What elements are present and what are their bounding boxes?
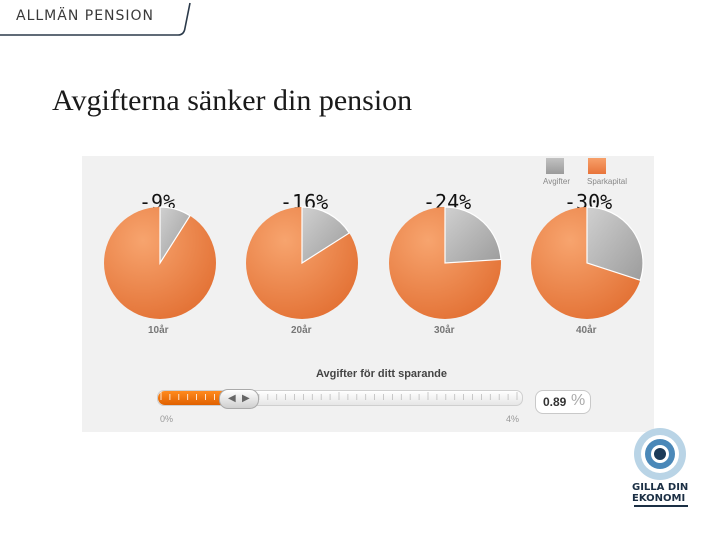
slider-max-label: 4% [506,414,520,424]
pie-chart-10-years [104,206,216,319]
pie-1-age-label: 10år [148,325,169,336]
logo-line-1: GILLA DIN [632,482,689,493]
right-arrow-icon: ▶ [242,393,250,404]
fee-value-field[interactable]: 0.89 % [535,390,591,414]
pie-chart-20-years [246,206,358,319]
left-arrow-icon: ◀ [228,393,236,404]
fee-slider-handle[interactable]: ◀ ▶ [219,389,259,409]
fee-slider-fill [158,391,239,405]
slider-min-label: 0% [160,414,174,424]
pie-chart-30-years [389,206,502,319]
logo-text: GILLA DIN EKONOMI [632,482,688,504]
fee-slice [301,206,351,265]
brand-divider [0,2,191,36]
legend-capital-swatch [588,158,606,174]
pie-3-age-label: 30år [434,325,455,336]
legend-capital-label: Sparkapital [587,177,628,186]
slide-title: Avgifterna sänker din pension [52,84,413,117]
slider-title: Avgifter för ditt sparande [316,368,447,380]
fee-slice [444,206,502,264]
fee-unit: % [571,392,586,409]
legend-fees-swatch [546,158,564,174]
fee-value: 0.89 [543,395,567,409]
gilla-din-ekonomi-logo [634,428,688,507]
logo-line-2: EKONOMI [632,493,686,504]
legend: Avgifter Sparkapital [542,158,642,192]
brand-header: ALLMÄN PENSION [0,0,200,40]
pie-2-age-label: 20år [291,325,312,336]
fee-slice [159,206,191,266]
fee-slice [586,206,644,282]
fee-slider-ticks [160,392,518,400]
brand-name: ALLMÄN PENSION [16,8,155,24]
pie-4-age-label: 40år [576,325,597,336]
pie-chart-40-years [531,206,644,319]
legend-fees-label: Avgifter [543,177,570,186]
